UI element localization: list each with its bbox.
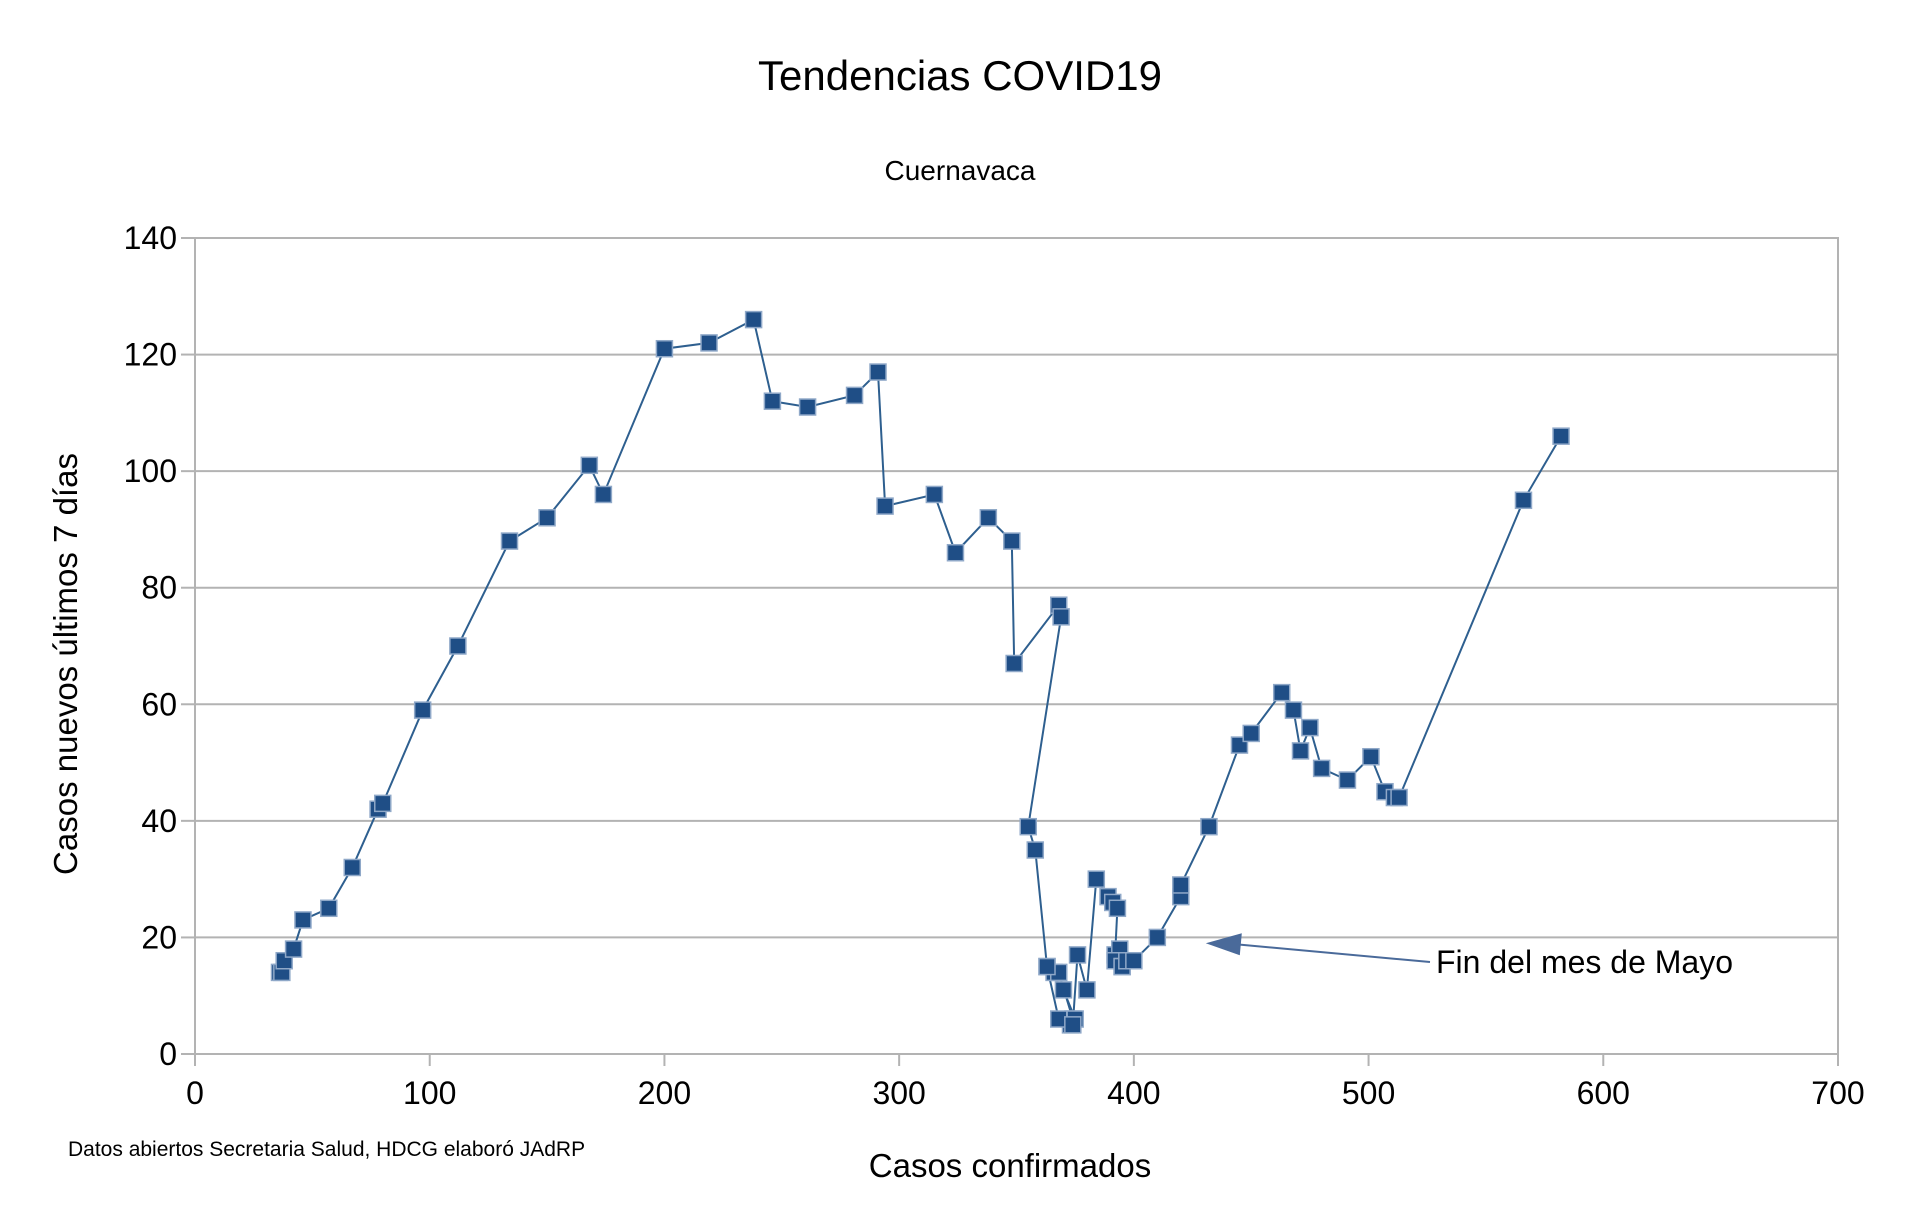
x-axis-label: Casos confirmados: [869, 1147, 1151, 1184]
series-line: [279, 318, 1562, 1027]
data-point: [763, 392, 782, 410]
grid-layer: [195, 237, 1838, 1055]
data-point: [1172, 876, 1190, 894]
data-point: [655, 339, 674, 358]
data-point: [798, 398, 817, 416]
data-point: [1054, 981, 1073, 999]
annotation-layer: Fin del mes de Mayo: [1205, 933, 1733, 980]
y-tick-label: 120: [124, 337, 177, 373]
data-point: [1003, 532, 1021, 550]
data-point: [700, 334, 718, 352]
data-point: [1390, 788, 1408, 807]
x-tick-label: 100: [403, 1075, 456, 1111]
chart-subtitle: Cuernavaca: [885, 155, 1036, 186]
data-point: [1514, 491, 1533, 510]
data-point: [979, 509, 998, 527]
data-point: [925, 485, 944, 504]
data-point: [1005, 654, 1023, 673]
data-point: [1200, 817, 1218, 836]
data-point: [1312, 759, 1331, 778]
data-point: [1242, 724, 1260, 743]
data-point: [449, 637, 467, 655]
data-point: [869, 363, 887, 381]
data-point: [500, 532, 519, 550]
data-point: [538, 509, 556, 527]
data-point: [413, 701, 432, 719]
data-point: [1125, 951, 1143, 970]
annotation-label: Fin del mes de Mayo: [1436, 944, 1733, 980]
data-point: [1026, 841, 1045, 859]
data-point: [1064, 1016, 1082, 1034]
data-point: [744, 310, 763, 329]
x-tick-label: 300: [872, 1075, 925, 1111]
data-point: [1338, 771, 1357, 789]
y-tick-label: 80: [141, 570, 177, 606]
data-point: [580, 456, 599, 475]
y-tick-label: 20: [141, 919, 177, 955]
data-point: [1301, 718, 1319, 737]
y-tick-label: 40: [141, 803, 177, 839]
data-point: [1087, 870, 1106, 888]
tick-layer: 0 20 40 60 80 100 120 140 0 100 200 300 400 500 600 700: [124, 220, 1865, 1111]
data-point: [374, 794, 392, 813]
x-tick-label: 500: [1342, 1075, 1395, 1111]
y-tick-label: 0: [159, 1036, 177, 1072]
data-point: [1272, 683, 1291, 702]
y-tick-label: 100: [124, 453, 177, 489]
data-point: [1108, 899, 1127, 918]
data-point: [946, 543, 965, 562]
y-tick-label: 140: [124, 220, 177, 256]
data-point: [320, 899, 338, 918]
data-point: [876, 497, 894, 515]
data-point: [1078, 981, 1096, 999]
y-tick-label: 60: [141, 686, 177, 722]
data-point: [1052, 608, 1070, 626]
x-tick-label: 400: [1107, 1075, 1160, 1111]
plot-area: [194, 237, 1839, 1055]
data-point: [1148, 928, 1167, 947]
data-point: [294, 911, 312, 929]
x-tick-label: 0: [186, 1075, 204, 1111]
annotation-arrow-line: [1235, 943, 1431, 963]
chart-title: Tendencias COVID19: [758, 52, 1162, 99]
data-point: [845, 386, 864, 405]
x-tick-label: 200: [638, 1075, 691, 1111]
data-point: [284, 940, 303, 958]
x-tick-label: 700: [1811, 1075, 1864, 1111]
y-axis-label: Casos nuevos últimos 7 días: [47, 453, 84, 875]
data-point: [1019, 817, 1037, 836]
x-tick-label: 600: [1577, 1075, 1630, 1111]
data-point: [594, 485, 613, 504]
series-layer: [270, 310, 1570, 1034]
data-point: [1362, 747, 1380, 766]
data-point: [1284, 701, 1303, 719]
data-point: [1291, 742, 1310, 760]
source-note: Datos abiertos Secretaria Salud, HDCG el…: [68, 1138, 585, 1161]
data-point: [1068, 946, 1087, 964]
data-point: [343, 858, 362, 877]
data-point: [1552, 427, 1570, 445]
data-point: [1038, 957, 1056, 976]
annotation-arrow-head: [1205, 933, 1242, 956]
